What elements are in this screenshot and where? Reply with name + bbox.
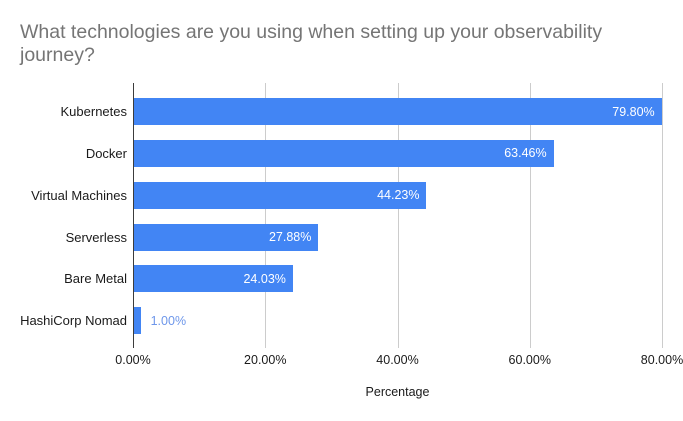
y-axis-line xyxy=(133,83,134,348)
plot-area: 79.80% 63.46% 44.23% 27.88% 24.03% 1.00% xyxy=(133,83,673,348)
category-label: Serverless xyxy=(65,229,127,245)
category-label: Kubernetes xyxy=(60,104,128,119)
bar: 44.23% xyxy=(134,181,427,209)
gridline xyxy=(529,83,531,348)
chart-title: What technologies are you using when set… xyxy=(20,21,603,66)
value-label: 79.80% xyxy=(612,104,655,119)
bar: 24.03% xyxy=(134,265,293,293)
x-tick-label: 0.00% xyxy=(115,353,151,367)
gridline xyxy=(662,83,663,348)
value-label: 27.88% xyxy=(268,230,312,245)
category-label: HashiCorp Nomad xyxy=(20,313,127,329)
x-tick-label: 60.00% xyxy=(508,353,551,367)
category-label: Docker xyxy=(85,145,127,161)
bar xyxy=(134,307,141,335)
value-label: 24.03% xyxy=(243,271,286,286)
bar: 79.80% xyxy=(134,98,662,125)
x-tick-label: 80.00% xyxy=(640,353,683,367)
bar: 63.46% xyxy=(134,139,554,167)
category-label: Virtual Machines xyxy=(31,187,127,203)
x-tick-label: 40.00% xyxy=(376,353,419,367)
value-label: 63.46% xyxy=(504,146,547,161)
x-tick-label: 20.00% xyxy=(244,353,287,367)
gridline xyxy=(265,83,267,348)
bar: 27.88% xyxy=(134,223,319,251)
value-label: 1.00% xyxy=(150,313,187,328)
x-axis-title: Percentage xyxy=(365,385,430,399)
value-label: 44.23% xyxy=(377,188,420,203)
category-label: Bare Metal xyxy=(64,271,127,287)
gridline xyxy=(397,83,399,348)
